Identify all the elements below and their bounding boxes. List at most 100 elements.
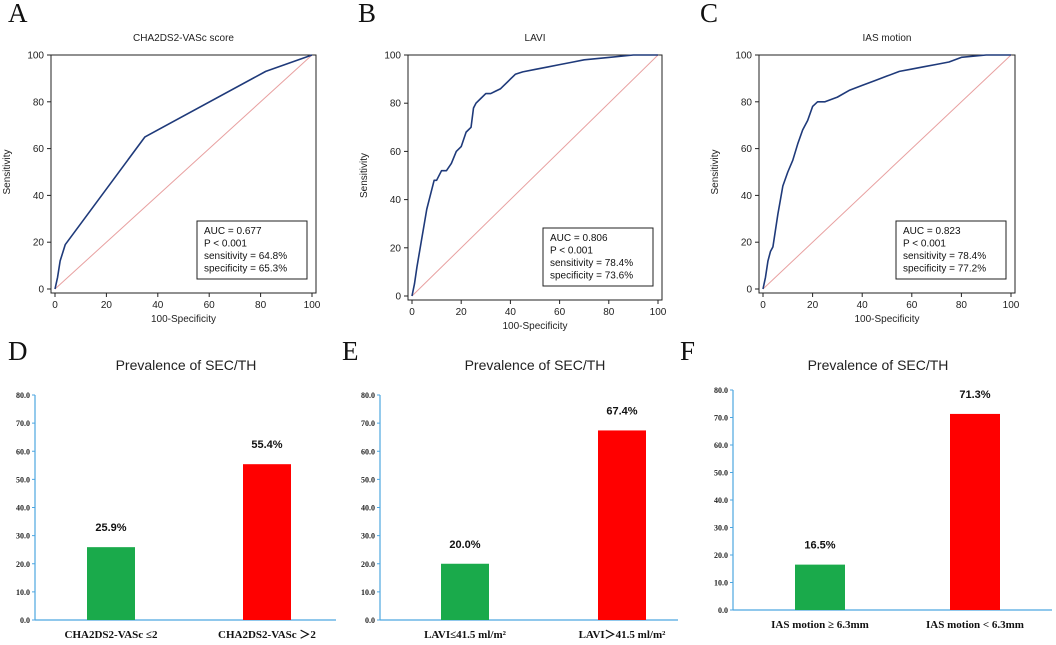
bar-e-category-label: LAVI≤41.5 ml/m² — [424, 629, 507, 641]
roc-c-stat-line: sensitivity = 78.4% — [903, 251, 986, 262]
bar-e-y-tick-label: 30.0 — [361, 532, 375, 541]
bar-d-value-label: 55.4% — [251, 439, 282, 451]
roc-a-plot-frame — [50, 54, 317, 294]
bar-f-y-tick-label: 40.0 — [714, 496, 728, 505]
roc-b-stat-line: P < 0.001 — [550, 246, 593, 257]
roc-b-plot-frame — [407, 54, 663, 301]
roc-c-stat-line: AUC = 0.823 — [903, 226, 961, 237]
roc-c-x-tick-label: 100 — [1003, 300, 1020, 311]
roc-a-x-tick-label: 60 — [204, 300, 216, 311]
bar-d-title: Prevalence of SEC/TH — [116, 357, 257, 373]
bar-e-y-tick-label: 60.0 — [361, 447, 375, 456]
bar-e-y-tick-label: 10.0 — [361, 588, 375, 597]
roc-b-y-axis-label: Sensitivity — [359, 153, 370, 198]
bar-d-category-label: CHA2DS2-VASc ≤2 — [65, 629, 158, 641]
roc-b-x-axis-label: 100-Specificity — [502, 321, 567, 332]
roc-b-stat-line: sensitivity = 78.4% — [550, 258, 633, 269]
bar-e-bar-2 — [598, 430, 646, 620]
bar-e-y-tick-label: 40.0 — [361, 504, 375, 513]
roc-b-x-tick-label: 100 — [650, 307, 667, 318]
roc-a-stat-line: sensitivity = 64.8% — [204, 251, 287, 262]
bar-e-title: Prevalence of SEC/TH — [465, 357, 606, 373]
bar-e-bar-1 — [441, 563, 489, 620]
roc-b-y-tick-label: 60 — [390, 147, 402, 158]
roc-b-x-tick-label: 40 — [505, 307, 517, 318]
roc-c-y-tick-label: 80 — [741, 97, 753, 108]
roc-c-y-tick-label: 20 — [741, 238, 753, 249]
roc-c-y-tick-label: 40 — [741, 191, 753, 202]
bar-d-bar-2 — [243, 464, 291, 620]
roc-c-stats-box — [895, 220, 1007, 280]
roc-a-y-tick-label: 60 — [33, 144, 45, 155]
roc-c-x-axis-label: 100-Specificity — [854, 314, 919, 325]
bar-f-y-tick-label: 20.0 — [714, 551, 728, 560]
bar-d-y-tick-label: 0.0 — [20, 616, 30, 625]
roc-b-y-tick-label: 80 — [390, 99, 402, 110]
roc-a-x-axis-label: 100-Specificity — [151, 314, 216, 325]
roc-b-y-tick-label: 0 — [395, 292, 401, 303]
roc-a-x-tick-label: 40 — [152, 300, 164, 311]
panel-letter-a: A — [8, 0, 28, 28]
bar-e-y-tick-label: 0.0 — [365, 616, 375, 625]
bar-f-category-label: IAS motion ≥ 6.3mm — [771, 619, 869, 631]
bar-d-y-tick-label: 70.0 — [16, 419, 30, 428]
bar-d-y-tick-label: 80.0 — [16, 391, 30, 400]
bar-f-y-tick-label: 10.0 — [714, 579, 728, 588]
roc-b-stats-box — [542, 227, 654, 287]
roc-a-x-tick-label: 100 — [304, 300, 321, 311]
roc-a-x-tick-label: 80 — [255, 300, 267, 311]
roc-a-stat-line: AUC = 0.677 — [204, 226, 262, 237]
roc-c-y-axis-label: Sensitivity — [710, 149, 721, 194]
bar-d-y-tick-label: 60.0 — [16, 447, 30, 456]
roc-b-x-tick-label: 60 — [554, 307, 566, 318]
bar-f-title: Prevalence of SEC/TH — [808, 357, 949, 373]
roc-a-x-tick-label: 20 — [101, 300, 113, 311]
bar-f-category-label: IAS motion < 6.3mm — [926, 619, 1024, 631]
panel-letter-e: E — [342, 336, 359, 366]
bar-d-y-tick-label: 10.0 — [16, 588, 30, 597]
roc-a-stats-box — [196, 220, 308, 280]
roc-c-x-tick-label: 0 — [760, 300, 766, 311]
roc-a-x-tick-label: 0 — [52, 300, 58, 311]
bar-f-bar-2 — [950, 413, 1000, 610]
roc-c-reference-line — [762, 54, 1012, 290]
roc-b-y-tick-label: 100 — [384, 51, 401, 62]
bar-d-y-tick-label: 50.0 — [16, 475, 30, 484]
roc-a-y-tick-label: 0 — [38, 285, 44, 296]
roc-c-title: IAS motion — [863, 33, 912, 44]
roc-b-x-tick-label: 80 — [603, 307, 615, 318]
bar-d-bar-1 — [87, 547, 135, 620]
bar-f-value-label: 16.5% — [804, 540, 835, 552]
roc-b-x-tick-label: 0 — [409, 307, 415, 318]
roc-b-y-tick-label: 40 — [390, 195, 402, 206]
bar-e-y-tick-label: 20.0 — [361, 560, 375, 569]
panel-letter-c: C — [700, 0, 719, 28]
bar-d-category-label: CHA2DS2-VASc ＞2 — [218, 629, 316, 641]
bar-e-y-tick-label: 80.0 — [361, 391, 375, 400]
roc-b-y-tick-label: 20 — [390, 243, 402, 254]
bar-f-value-label: 71.3% — [959, 389, 990, 401]
panel-letter-f: F — [680, 336, 696, 366]
bar-e-value-label: 20.0% — [449, 539, 480, 551]
roc-a-y-tick-label: 40 — [33, 191, 45, 202]
bar-f-y-tick-label: 30.0 — [714, 524, 728, 533]
roc-b-stat-line: specificity = 73.6% — [550, 271, 633, 282]
bar-d-y-tick-label: 40.0 — [16, 504, 30, 513]
bar-f-y-tick-label: 70.0 — [714, 414, 728, 423]
roc-c-plot-frame — [758, 54, 1016, 294]
roc-c-stat-line: P < 0.001 — [903, 239, 946, 250]
bar-f-y-tick-label: 50.0 — [714, 469, 728, 478]
panel-letter-d: D — [8, 336, 28, 366]
panel-letter-b: B — [358, 0, 377, 28]
roc-a-roc-curve — [54, 54, 313, 290]
roc-a-y-tick-label: 20 — [33, 238, 45, 249]
bar-f-bar-1 — [795, 564, 845, 610]
roc-a-title: CHA2DS2-VASc score — [133, 33, 234, 44]
bar-e-y-tick-label: 50.0 — [361, 475, 375, 484]
roc-c-roc-curve — [762, 54, 1011, 290]
roc-c-y-tick-label: 100 — [735, 51, 752, 62]
roc-b-roc-curve — [411, 54, 658, 297]
roc-b-reference-line — [411, 54, 659, 297]
bar-d-value-label: 25.9% — [95, 522, 126, 534]
